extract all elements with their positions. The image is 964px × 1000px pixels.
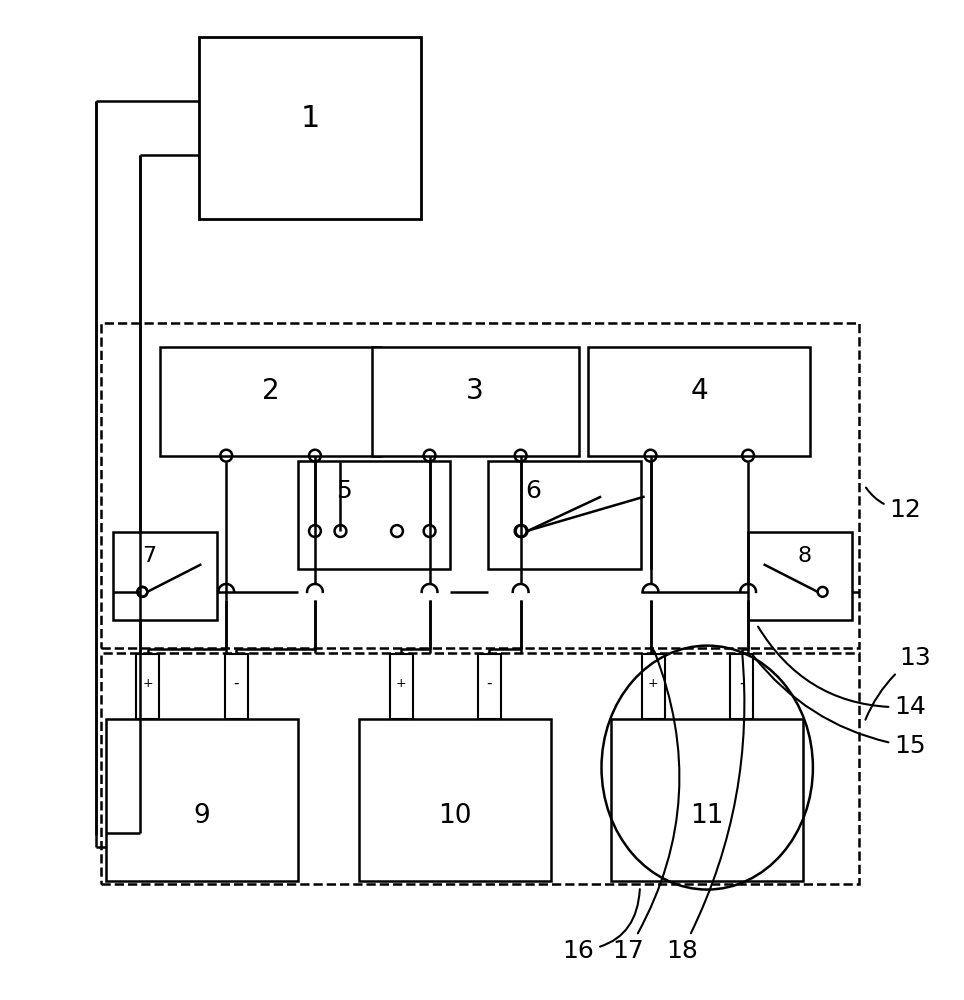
Bar xyxy=(588,347,810,456)
Text: -: - xyxy=(739,676,744,691)
Bar xyxy=(642,654,665,719)
Bar xyxy=(136,654,159,719)
Text: 5: 5 xyxy=(335,479,352,503)
Text: 10: 10 xyxy=(439,803,471,829)
Bar xyxy=(611,719,803,881)
Text: +: + xyxy=(648,677,658,690)
Text: 14: 14 xyxy=(758,627,925,719)
Text: +: + xyxy=(143,677,153,690)
Bar xyxy=(200,37,421,219)
Text: 11: 11 xyxy=(690,803,724,829)
Text: 12: 12 xyxy=(866,488,921,522)
Text: +: + xyxy=(396,677,407,690)
Bar xyxy=(298,461,450,569)
Text: -: - xyxy=(233,676,239,691)
Bar xyxy=(114,532,217,620)
Text: 16: 16 xyxy=(563,889,640,963)
Text: 13: 13 xyxy=(866,646,930,720)
Bar xyxy=(359,719,551,881)
Bar xyxy=(225,654,248,719)
Text: 15: 15 xyxy=(754,656,925,758)
Bar xyxy=(488,461,641,569)
Bar xyxy=(160,347,382,456)
Bar xyxy=(478,654,501,719)
Text: 9: 9 xyxy=(193,803,210,829)
Bar xyxy=(389,654,413,719)
Bar xyxy=(748,532,851,620)
Bar xyxy=(100,323,860,648)
Text: 4: 4 xyxy=(690,377,709,405)
Text: 2: 2 xyxy=(262,377,280,405)
Text: 6: 6 xyxy=(525,479,542,503)
Text: 7: 7 xyxy=(143,546,157,566)
Bar xyxy=(100,653,860,884)
Text: 8: 8 xyxy=(798,546,812,566)
Bar xyxy=(731,654,753,719)
Text: 3: 3 xyxy=(467,377,484,405)
Text: -: - xyxy=(487,676,493,691)
Bar xyxy=(371,347,578,456)
Text: 1: 1 xyxy=(301,104,320,133)
Text: 17: 17 xyxy=(612,651,680,963)
Bar xyxy=(105,719,298,881)
Text: 18: 18 xyxy=(666,652,744,963)
